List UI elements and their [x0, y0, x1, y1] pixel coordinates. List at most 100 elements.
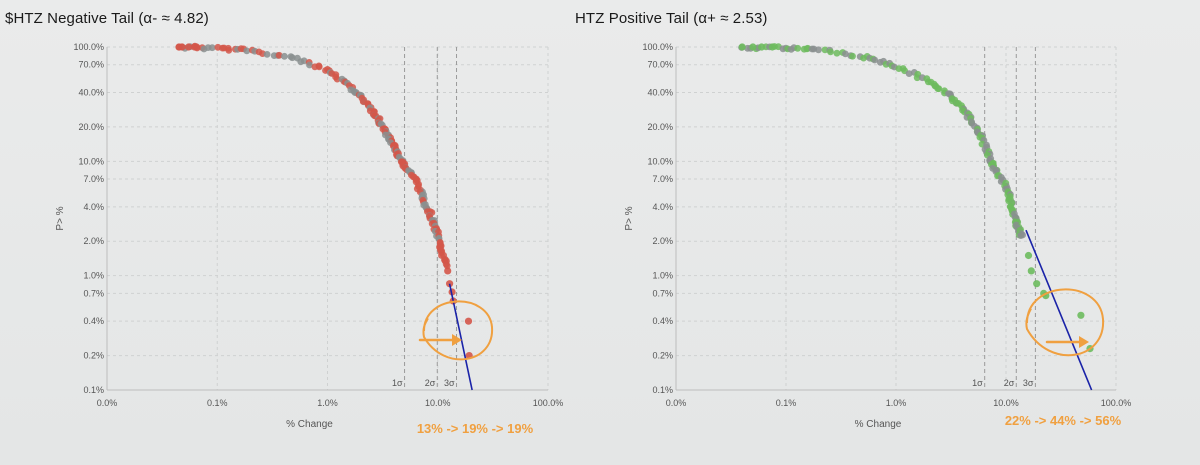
data-point	[935, 85, 943, 93]
x-tick-label: 0.0%	[666, 398, 687, 408]
annotation-text: 22% -> 44% -> 56%	[1005, 413, 1122, 428]
data-point	[446, 280, 454, 288]
data-point	[275, 51, 283, 59]
chart-title: HTZ Positive Tail (α+ ≈ 2.53)	[575, 10, 768, 27]
x-tick-label: 0.1%	[776, 398, 797, 408]
y-tick-label: 10.0%	[78, 156, 104, 166]
negative-tail-panel: $HTZ Negative Tail (α- ≈ 4.82) 100.0% 70.…	[0, 0, 568, 465]
sigma-label: 3σ	[444, 378, 455, 388]
data-point	[1017, 232, 1025, 240]
data-point	[738, 43, 746, 51]
y-tick-label: 2.0%	[652, 236, 673, 246]
sigma-label: 2σ	[425, 378, 436, 388]
data-point	[300, 57, 308, 65]
data-point	[768, 43, 776, 51]
data-points	[738, 43, 1094, 353]
data-point	[315, 63, 323, 71]
y-tick-label: 40.0%	[78, 87, 104, 97]
data-point	[758, 43, 766, 51]
annotation-circle	[1025, 288, 1105, 357]
data-point	[306, 61, 313, 69]
x-axis-title: % Change	[855, 419, 902, 430]
positive-tail-chart: 100.0% 70.0% 40.0% 20.0% 10.0% 7.0% 4.0% 2.0% 1.…	[624, 42, 1132, 430]
data-point	[288, 54, 296, 62]
y-tick-label: 0.1%	[83, 385, 104, 395]
y-tick-label: 7.0%	[83, 174, 104, 184]
data-point	[1077, 311, 1085, 319]
data-point	[464, 317, 473, 325]
x-tick-label: 10.0%	[425, 398, 451, 408]
data-point	[905, 70, 913, 77]
data-points	[175, 42, 473, 360]
negative-tail-chart: 100.0% 70.0% 40.0% 20.0% 10.0% 7.0% 4.0% 2.0% 1.…	[55, 42, 564, 436]
annotation-text: 13% -> 19% -> 19%	[417, 421, 534, 436]
data-point	[1027, 267, 1035, 275]
y-tick-label: 20.0%	[78, 122, 104, 132]
grid	[106, 46, 549, 391]
data-point	[281, 52, 288, 60]
x-tick-label: 100.0%	[533, 398, 564, 408]
fit-line	[1025, 229, 1093, 391]
data-point	[842, 50, 849, 58]
y-tick-label: 4.0%	[83, 202, 104, 212]
data-point	[871, 56, 879, 64]
data-point	[225, 46, 233, 54]
y-tick-label: 20.0%	[647, 122, 673, 132]
data-point	[749, 43, 757, 51]
y-tick-label: 100.0%	[73, 42, 104, 52]
sigma-label: 1σ	[972, 378, 983, 388]
y-tick-label: 0.7%	[83, 288, 104, 298]
x-tick-label: 1.0%	[317, 398, 338, 408]
data-point	[185, 43, 193, 51]
y-tick-label: 0.1%	[652, 385, 673, 395]
arrow-head-icon	[452, 334, 462, 346]
y-tick-label: 7.0%	[652, 174, 673, 184]
y-tick-label: 1.0%	[83, 271, 104, 281]
data-point	[243, 47, 251, 55]
y-tick-label: 0.4%	[652, 316, 673, 326]
annotation-circle	[422, 300, 494, 361]
y-tick-label: 100.0%	[642, 42, 673, 52]
y-tick-label: 0.2%	[83, 351, 104, 361]
data-point	[193, 43, 201, 51]
data-point	[444, 267, 452, 275]
arrow-head-icon	[1079, 336, 1089, 348]
data-point	[443, 262, 451, 270]
y-tick-label: 0.2%	[652, 351, 673, 361]
y-tick-label: 10.0%	[647, 156, 673, 166]
x-tick-label: 0.0%	[97, 398, 118, 408]
x-tick-label: 100.0%	[1101, 398, 1132, 408]
data-point	[1033, 280, 1041, 288]
grid	[675, 46, 1117, 391]
data-point	[815, 46, 822, 54]
y-tick-label: 70.0%	[647, 60, 673, 70]
y-tick-label: 2.0%	[83, 236, 104, 246]
data-point	[333, 75, 341, 83]
positive-tail-panel: HTZ Positive Tail (α+ ≈ 2.53) 100.0% 70.0…	[568, 0, 1200, 465]
y-tick-label: 40.0%	[647, 87, 673, 97]
x-axis-title: % Change	[286, 419, 333, 430]
data-point	[821, 46, 829, 54]
sigma-label: 2σ	[1004, 378, 1015, 388]
y-axis-title: P> %	[55, 206, 66, 230]
y-tick-label: 1.0%	[652, 271, 673, 281]
data-point	[833, 49, 841, 57]
y-tick-label: 0.7%	[652, 288, 673, 298]
data-point	[794, 44, 802, 52]
x-tick-label: 1.0%	[886, 398, 907, 408]
x-tick-label: 10.0%	[993, 398, 1019, 408]
data-point	[849, 52, 856, 60]
data-point	[1024, 251, 1033, 260]
y-tick-label: 70.0%	[78, 60, 104, 70]
sigma-label: 3σ	[1023, 378, 1034, 388]
data-point	[178, 43, 186, 51]
y-tick-label: 0.4%	[83, 316, 104, 326]
data-point	[827, 48, 834, 56]
sigma-label: 1σ	[392, 378, 403, 388]
data-point	[263, 51, 271, 58]
data-point	[208, 44, 216, 52]
y-axis-title: P> %	[624, 206, 635, 230]
x-tick-label: 0.1%	[207, 398, 228, 408]
data-point	[913, 74, 921, 82]
chart-title: $HTZ Negative Tail (α- ≈ 4.82)	[5, 10, 209, 27]
